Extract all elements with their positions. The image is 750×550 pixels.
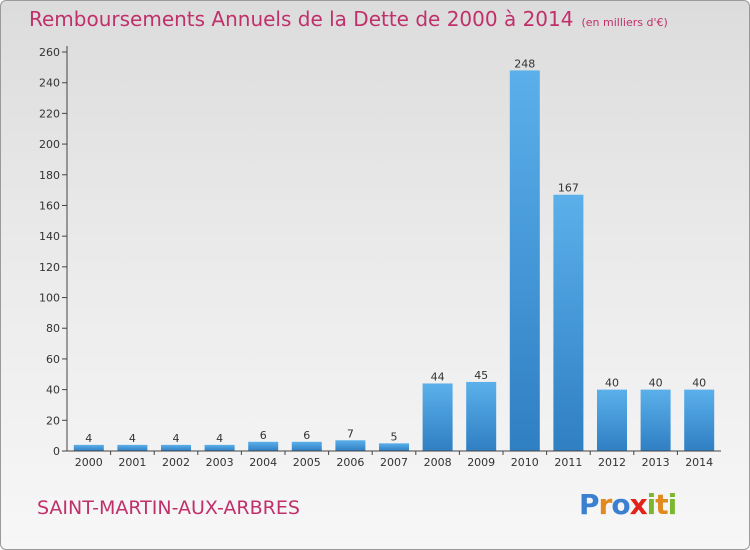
value-label: 40 — [649, 377, 663, 390]
x-tick-label: 2014 — [685, 456, 713, 469]
y-tick-label: 120 — [39, 261, 60, 274]
y-tick-label: 0 — [53, 445, 60, 458]
logo-letter: r — [598, 488, 613, 521]
value-label: 5 — [391, 430, 398, 443]
chart-title: Remboursements Annuels de la Dette de 20… — [29, 7, 574, 31]
logo-letter: i — [646, 488, 657, 521]
y-tick-label: 80 — [46, 322, 60, 335]
x-tick-label: 2004 — [249, 456, 277, 469]
logo-letter: o — [611, 488, 630, 521]
bar-2014 — [684, 389, 715, 451]
chart-title-row: Remboursements Annuels de la Dette de 20… — [29, 7, 668, 31]
x-tick-label: 2001 — [118, 456, 146, 469]
logo-letter: t — [655, 488, 668, 521]
value-label: 4 — [173, 432, 180, 445]
bar-2010 — [509, 70, 540, 452]
value-label: 167 — [558, 182, 579, 195]
bar-2005 — [291, 441, 322, 451]
bar-2003 — [204, 444, 235, 451]
y-tick-label: 220 — [39, 107, 60, 120]
y-tick-label: 20 — [46, 414, 60, 427]
bar-2004 — [248, 441, 279, 451]
x-tick-label: 2011 — [554, 456, 582, 469]
unit-label: (en milliers d'€) — [581, 16, 668, 29]
x-axis: 2000 2001 2002 2003 2004 2005 2006 2007 2008 2009… — [67, 450, 721, 469]
proxiti-logo[interactable]: Proxiti — [579, 488, 678, 521]
value-label: 7 — [347, 427, 354, 440]
y-tick-label: 60 — [46, 353, 60, 366]
bar-2012 — [597, 389, 627, 451]
bar-2006 — [335, 440, 366, 451]
bar-2007 — [379, 443, 409, 451]
y-tick-label: 140 — [39, 230, 60, 243]
value-label: 6 — [260, 429, 267, 442]
x-tick-label: 2002 — [162, 456, 190, 469]
logo-letter: P — [579, 488, 600, 521]
value-label: 4 — [216, 432, 223, 445]
x-tick-label: 2005 — [293, 456, 321, 469]
x-tick-label: 2009 — [467, 456, 495, 469]
y-axis: 0 20 40 60 80 100 120 140 160 180 200 220 240 260 — [39, 46, 68, 458]
commune-name: SAINT-MARTIN-AUX-ARBRES — [37, 497, 300, 519]
y-tick-label: 240 — [39, 77, 60, 90]
value-label: 40 — [692, 377, 706, 390]
bar-2000 — [73, 444, 104, 451]
value-label: 40 — [605, 377, 619, 390]
bar-2009 — [466, 381, 497, 451]
y-tick-label: 160 — [39, 199, 60, 212]
bar-2008 — [422, 383, 453, 451]
x-tick-label: 2008 — [424, 456, 452, 469]
x-tick-label: 2003 — [206, 456, 234, 469]
x-tick-label: 2007 — [380, 456, 408, 469]
y-tick-label: 260 — [39, 46, 60, 59]
y-tick-label: 180 — [39, 169, 60, 182]
x-tick-label: 2000 — [75, 456, 103, 469]
logo-letter: x — [629, 488, 648, 521]
bar-2002 — [161, 444, 191, 451]
x-tick-label: 2010 — [511, 456, 539, 469]
bar-2001 — [117, 444, 148, 451]
x-tick-label: 2013 — [642, 456, 670, 469]
value-label: 45 — [474, 369, 488, 382]
x-tick-label: 2006 — [336, 456, 364, 469]
value-label: 6 — [303, 429, 310, 442]
bar-2011 — [553, 194, 584, 451]
value-label: 248 — [514, 57, 535, 70]
bar-2013 — [640, 389, 671, 451]
y-tick-label: 40 — [46, 384, 60, 397]
value-label: 4 — [129, 432, 136, 445]
value-label: 44 — [431, 370, 445, 383]
y-tick-label: 100 — [39, 292, 60, 305]
x-tick-label: 2012 — [598, 456, 626, 469]
value-label: 4 — [85, 432, 92, 445]
logo-letter: i — [667, 488, 678, 521]
y-tick-label: 200 — [39, 138, 60, 151]
